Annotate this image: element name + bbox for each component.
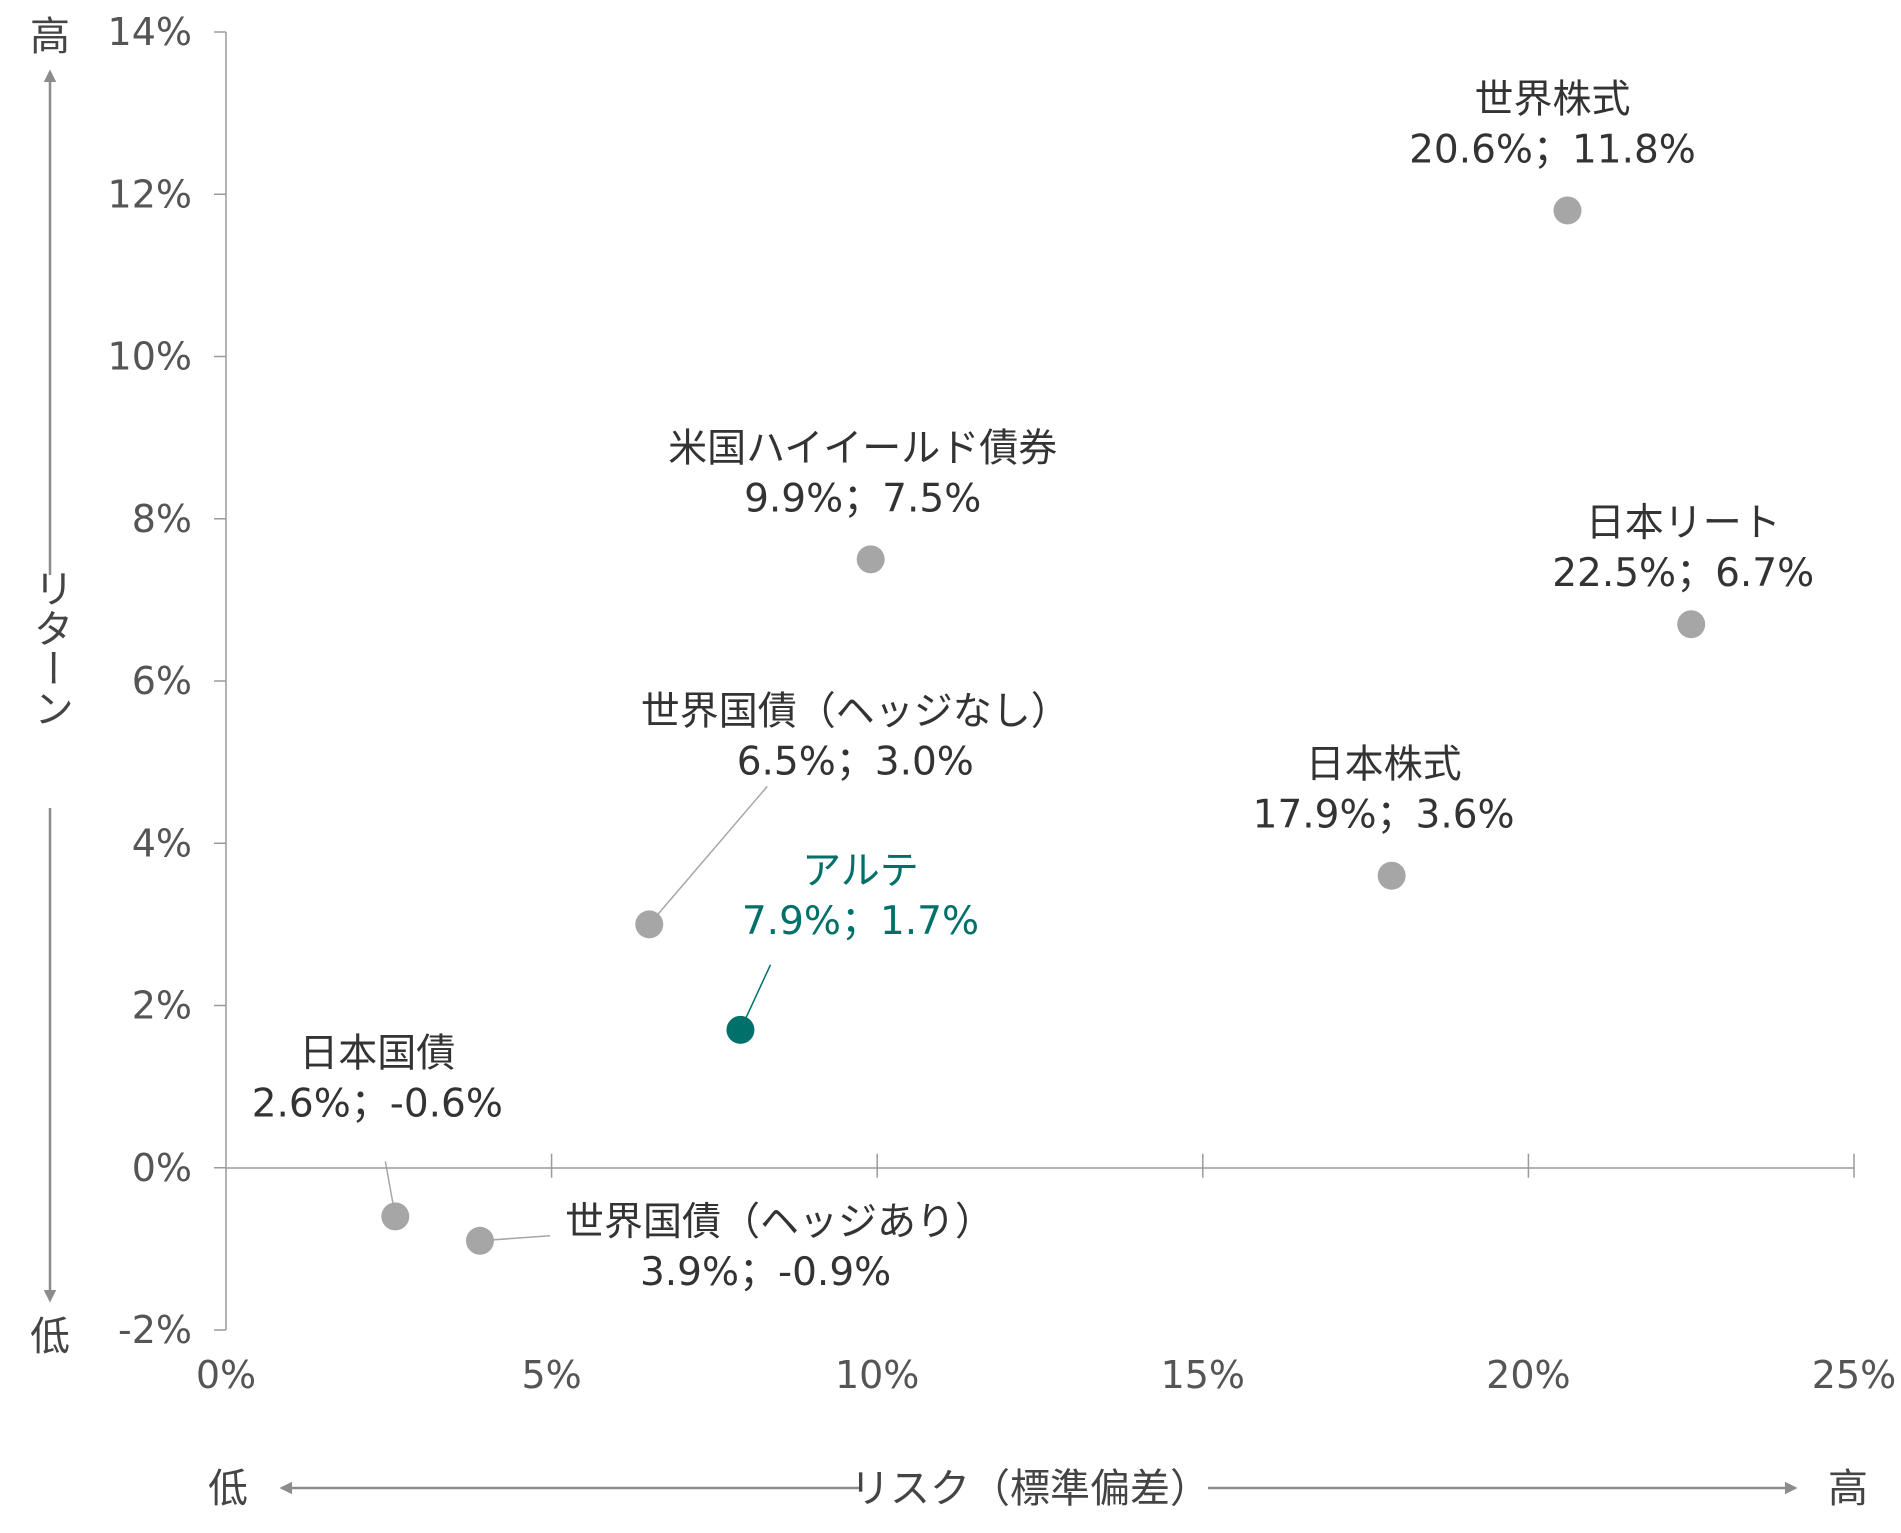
x-tick-label: 15% xyxy=(1161,1353,1245,1397)
point-value-label: 7.9%；1.7% xyxy=(742,899,979,944)
label-leader-lines xyxy=(384,785,772,1242)
point-value-label: 2.6%；-0.6% xyxy=(252,1081,503,1126)
y-axis-title: リターン xyxy=(27,568,73,728)
point-value-label: 22.5%；6.7% xyxy=(1552,551,1814,596)
y-tick-label: 10% xyxy=(108,335,192,379)
x-axis-ticks: 0% 5% 10% 15% 20% 25% xyxy=(196,1153,1896,1397)
x-tick-label: 20% xyxy=(1486,1353,1570,1397)
point-name-label: 米国ハイイールド債券 xyxy=(668,426,1057,471)
scatter-point xyxy=(465,1226,494,1255)
scatter-point xyxy=(856,545,885,574)
point-value-label: 20.6%；11.8% xyxy=(1409,127,1696,172)
point-name-label: 日本株式 xyxy=(1306,743,1462,788)
point-value-label: 17.9%；3.6% xyxy=(1253,793,1515,838)
y-tick-label: 12% xyxy=(108,172,192,216)
y-axis-low-label: 低 xyxy=(30,1314,70,1360)
scatter-point xyxy=(1553,196,1582,225)
data-labels: 世界株式 20.6%；11.8% 米国ハイイールド債券 9.9%；7.5% 日本リート 2… xyxy=(252,77,1814,1294)
leader-line xyxy=(648,785,768,925)
y-tick-label: 2% xyxy=(132,984,192,1028)
point-name-label: 世界国債（ヘッジなし） xyxy=(641,689,1070,734)
x-tick-label: 10% xyxy=(835,1353,919,1397)
x-tick-label: 0% xyxy=(196,1353,256,1397)
point-value-label: 3.9%；-0.9% xyxy=(640,1250,891,1295)
scatter-point xyxy=(1677,610,1706,639)
point-value-label: 9.9%；7.5% xyxy=(744,476,981,521)
y-axis-high-label: 高 xyxy=(30,14,70,60)
x-axis-high-label: 高 xyxy=(1828,1466,1868,1512)
y-tick-label: -2% xyxy=(118,1308,192,1352)
x-axis-title: リスク（標準偏差） xyxy=(850,1466,1210,1512)
x-axis-low-label: 低 xyxy=(208,1466,248,1512)
y-tick-label: 4% xyxy=(132,821,192,865)
point-value-label: 6.5%；3.0% xyxy=(737,739,974,784)
point-name-label: 日本リート xyxy=(1586,501,1781,546)
scatter-point xyxy=(1377,861,1406,890)
point-name-label: 世界株式 xyxy=(1474,77,1630,122)
y-tick-label: 8% xyxy=(132,497,192,541)
y-axis-ticks: -2% 0% 2% 4% 6% 8% 10% 12% 14% xyxy=(108,10,226,1352)
scatter-point xyxy=(381,1202,410,1231)
point-name-label: アルテ xyxy=(802,849,919,894)
y-tick-label: 14% xyxy=(108,10,192,54)
y-tick-label: 0% xyxy=(132,1146,192,1190)
scatter-point xyxy=(635,910,664,939)
y-tick-label: 6% xyxy=(132,659,192,703)
scatter-point xyxy=(726,1015,755,1044)
point-name-label: 日本国債 xyxy=(299,1031,455,1076)
x-tick-label: 5% xyxy=(521,1353,581,1397)
point-name-label: 世界国債（ヘッジあり） xyxy=(565,1200,994,1245)
x-tick-label: 25% xyxy=(1812,1353,1896,1397)
data-points xyxy=(381,196,1706,1255)
